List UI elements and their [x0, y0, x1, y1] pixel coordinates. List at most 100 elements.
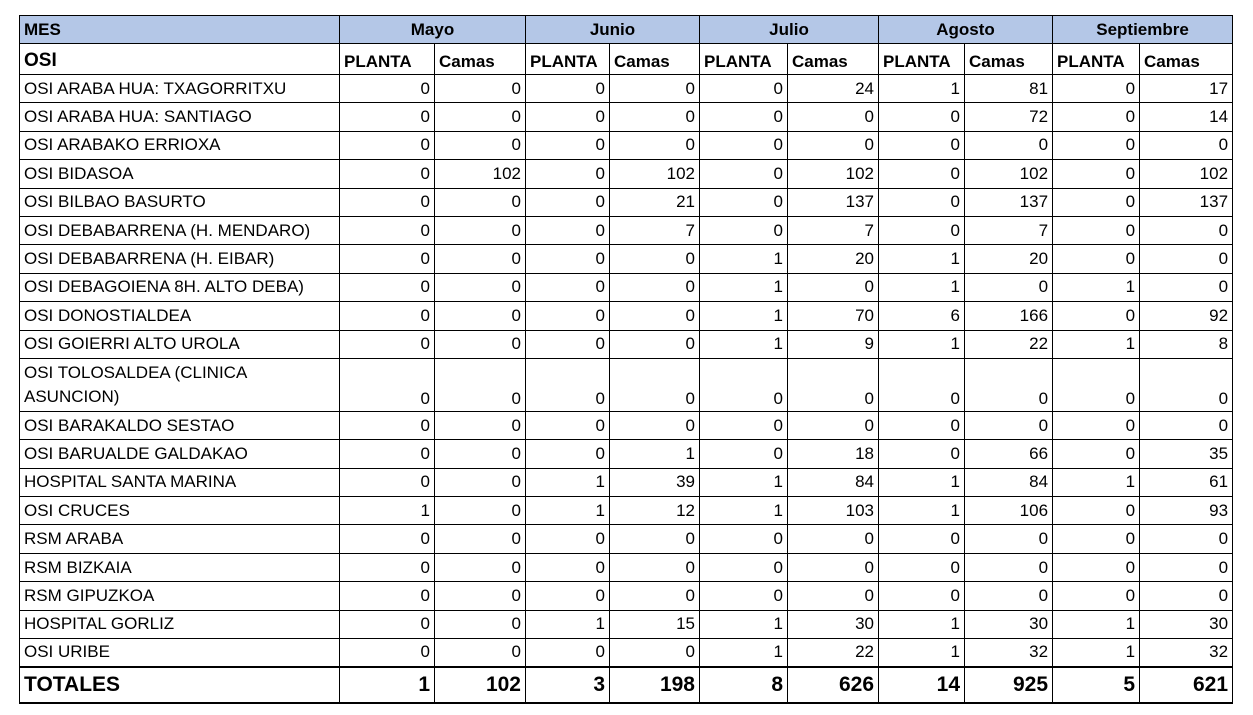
camas-header: Camas	[434, 43, 526, 75]
camas-cell: 24	[786, 73, 880, 104]
camas-cell: 0	[1139, 215, 1234, 246]
camas-cell: 137	[964, 187, 1054, 217]
sub-header-row: OSI PLANTA Camas PLANTA Camas PLANTA Cam…	[19, 43, 1234, 75]
camas-cell: 0	[609, 552, 700, 583]
total-value: 925	[964, 665, 1054, 704]
planta-cell: 1	[1052, 272, 1141, 303]
camas-cell: 0	[1139, 410, 1234, 441]
camas-cell: 30	[786, 609, 880, 640]
camas-cell: 12	[609, 496, 700, 526]
planta-cell: 6	[878, 301, 966, 331]
camas-cell: 0	[434, 496, 526, 526]
planta-cell: 1	[878, 638, 966, 668]
camas-cell: 0	[434, 215, 526, 246]
camas-cell: 0	[434, 329, 526, 359]
camas-cell: 84	[786, 467, 880, 498]
planta-cell: 0	[525, 329, 610, 359]
osi-name-cell: OSI BILBAO BASURTO	[19, 187, 340, 217]
planta-cell: 0	[699, 159, 788, 189]
table-row: RSM ARABA 0 0 0 0 0 0 0 0 0 0	[19, 524, 1234, 554]
planta-header: PLANTA	[878, 43, 966, 75]
planta-cell: 0	[525, 102, 610, 132]
total-value: 5	[1052, 665, 1141, 704]
total-value: 102	[434, 665, 526, 704]
camas-cell: 20	[786, 244, 880, 274]
planta-cell: 0	[525, 638, 610, 668]
camas-cell: 103	[786, 496, 880, 526]
camas-cell: 0	[786, 357, 880, 412]
camas-cell: 106	[964, 496, 1054, 526]
planta-cell: 0	[339, 272, 435, 303]
planta-cell: 0	[699, 439, 788, 469]
table-row: OSI DONOSTIALDEA 0 0 0 0 1 70 6 166 0 92	[19, 301, 1234, 331]
table-row: OSI DEBABARRENA (H. EIBAR) 0 0 0 0 1 20 1 20 0 0	[19, 244, 1234, 274]
camas-header: Camas	[964, 43, 1054, 75]
table-body: OSI ARABA HUA: TXAGORRITXU 0 0 0 0 0 24 1 81 0 17 O…	[19, 73, 1234, 668]
osi-name-cell: OSI BARUALDE GALDAKAO	[19, 439, 340, 469]
camas-cell: 0	[434, 301, 526, 331]
planta-cell: 0	[339, 215, 435, 246]
total-value: 1	[339, 665, 435, 704]
camas-cell: 7	[964, 215, 1054, 246]
planta-cell: 1	[1052, 609, 1141, 640]
planta-cell: 0	[339, 609, 435, 640]
camas-cell: 66	[964, 439, 1054, 469]
camas-cell: 0	[434, 187, 526, 217]
table-row: OSI CRUCES 1 0 1 12 1 103 1 106 0 93	[19, 496, 1234, 526]
camas-cell: 0	[964, 581, 1054, 611]
camas-cell: 0	[434, 439, 526, 469]
camas-cell: 32	[1139, 638, 1234, 668]
planta-cell: 0	[339, 244, 435, 274]
planta-cell: 1	[699, 496, 788, 526]
planta-cell: 0	[1052, 215, 1141, 246]
total-value: 8	[699, 665, 788, 704]
planta-cell: 0	[1052, 159, 1141, 189]
planta-cell: 0	[339, 187, 435, 217]
month-header-septiembre: Septiembre	[1052, 15, 1234, 44]
total-value: 626	[786, 665, 880, 704]
table-row: OSI GOIERRI ALTO UROLA 0 0 0 0 1 9 1 22 1 8	[19, 329, 1234, 359]
camas-cell: 0	[609, 329, 700, 359]
camas-cell: 72	[964, 102, 1054, 132]
planta-cell: 0	[1052, 524, 1141, 554]
camas-cell: 9	[786, 329, 880, 359]
planta-cell: 0	[878, 130, 966, 161]
camas-cell: 22	[786, 638, 880, 668]
planta-cell: 1	[1052, 467, 1141, 498]
camas-cell: 102	[786, 159, 880, 189]
camas-cell: 22	[964, 329, 1054, 359]
planta-cell: 0	[878, 410, 966, 441]
osi-name-cell: OSI GOIERRI ALTO UROLA	[19, 329, 340, 359]
planta-cell: 0	[878, 102, 966, 132]
planta-cell: 0	[339, 73, 435, 104]
table-row: OSI ARABAKO ERRIOXA 0 0 0 0 0 0 0 0 0 0	[19, 130, 1234, 161]
beds-table: MES Mayo Junio Julio Agosto Septiembre O…	[19, 15, 1234, 704]
camas-cell: 102	[609, 159, 700, 189]
planta-cell: 0	[699, 215, 788, 246]
camas-cell: 84	[964, 467, 1054, 498]
planta-cell: 0	[525, 410, 610, 441]
camas-cell: 0	[434, 130, 526, 161]
planta-cell: 0	[525, 272, 610, 303]
planta-cell: 1	[878, 329, 966, 359]
month-header-julio: Julio	[698, 15, 880, 44]
camas-cell: 92	[1139, 301, 1234, 331]
planta-cell: 0	[699, 410, 788, 441]
osi-name-cell: RSM GIPUZKOA	[19, 581, 340, 611]
osi-name-cell: OSI URIBE	[19, 638, 340, 668]
planta-cell: 1	[878, 496, 966, 526]
camas-cell: 0	[434, 638, 526, 668]
planta-cell: 0	[878, 187, 966, 217]
camas-cell: 0	[1139, 552, 1234, 583]
osi-name-cell: OSI ARABAKO ERRIOXA	[19, 130, 340, 161]
planta-cell: 0	[339, 524, 435, 554]
planta-cell: 0	[1052, 187, 1141, 217]
planta-cell: 1	[525, 609, 610, 640]
total-value: 14	[878, 665, 966, 704]
table-row: RSM GIPUZKOA 0 0 0 0 0 0 0 0 0 0	[19, 581, 1234, 611]
planta-cell: 0	[699, 524, 788, 554]
planta-cell: 1	[878, 272, 966, 303]
planta-cell: 0	[339, 357, 435, 412]
planta-header: PLANTA	[525, 43, 610, 75]
camas-cell: 32	[964, 638, 1054, 668]
